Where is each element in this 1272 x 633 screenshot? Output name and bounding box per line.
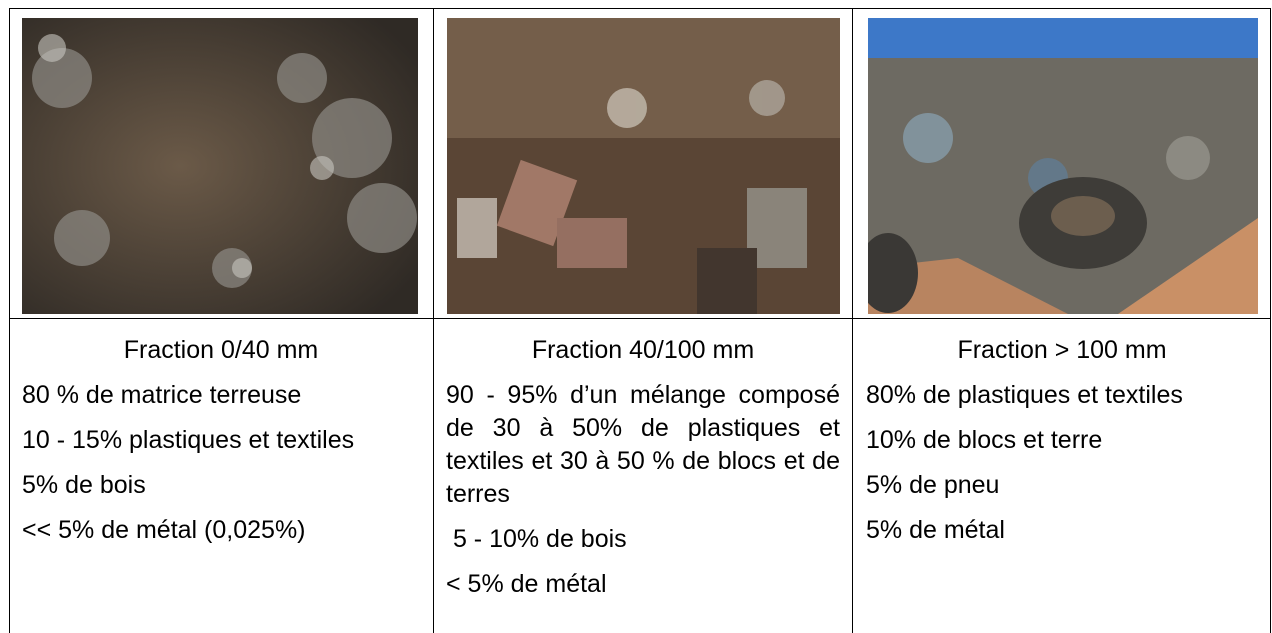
composition-item: 5% de bois — [22, 471, 146, 499]
column-heading: Fraction 40/100 mm — [531, 336, 755, 364]
composition-item: 5% de métal — [866, 516, 1005, 544]
composition-item: 90 - 95% d’un mélange composé de 30 à 50… — [446, 381, 847, 508]
table-border — [1270, 8, 1271, 633]
column-heading: Fraction > 100 mm — [957, 336, 1167, 364]
column-heading: Fraction 0/40 mm — [123, 336, 319, 364]
table-cell: Fraction 0/40 mm 80 % de matrice terreuse… — [22, 334, 420, 547]
composition-item: 5% de pneu — [866, 471, 1000, 499]
table-cell: Fraction 40/100 mm 90 - 95% d’un mélange … — [446, 334, 840, 601]
composition-item: 80% de plastiques et textiles — [866, 381, 1183, 409]
composition-item: 10% de blocs et terre — [866, 426, 1103, 454]
table-border — [433, 8, 434, 633]
photo — [447, 18, 840, 314]
table-border — [9, 8, 1271, 9]
composition-item: < 5% de métal — [446, 570, 607, 598]
photo — [22, 18, 418, 314]
table-cell: Fraction > 100 mm 80% de plastiques et te… — [866, 334, 1258, 547]
composition-item: 10 - 15% plastiques et textiles — [22, 426, 355, 454]
table-border — [9, 8, 10, 633]
composition-item: 80 % de matrice terreuse — [22, 381, 302, 409]
table-border — [852, 8, 853, 633]
table-border — [9, 318, 1271, 319]
photo — [868, 18, 1258, 314]
composition-item: 5 - 10% de bois — [446, 525, 627, 553]
composition-item: << 5% de métal (0,025%) — [22, 516, 306, 544]
